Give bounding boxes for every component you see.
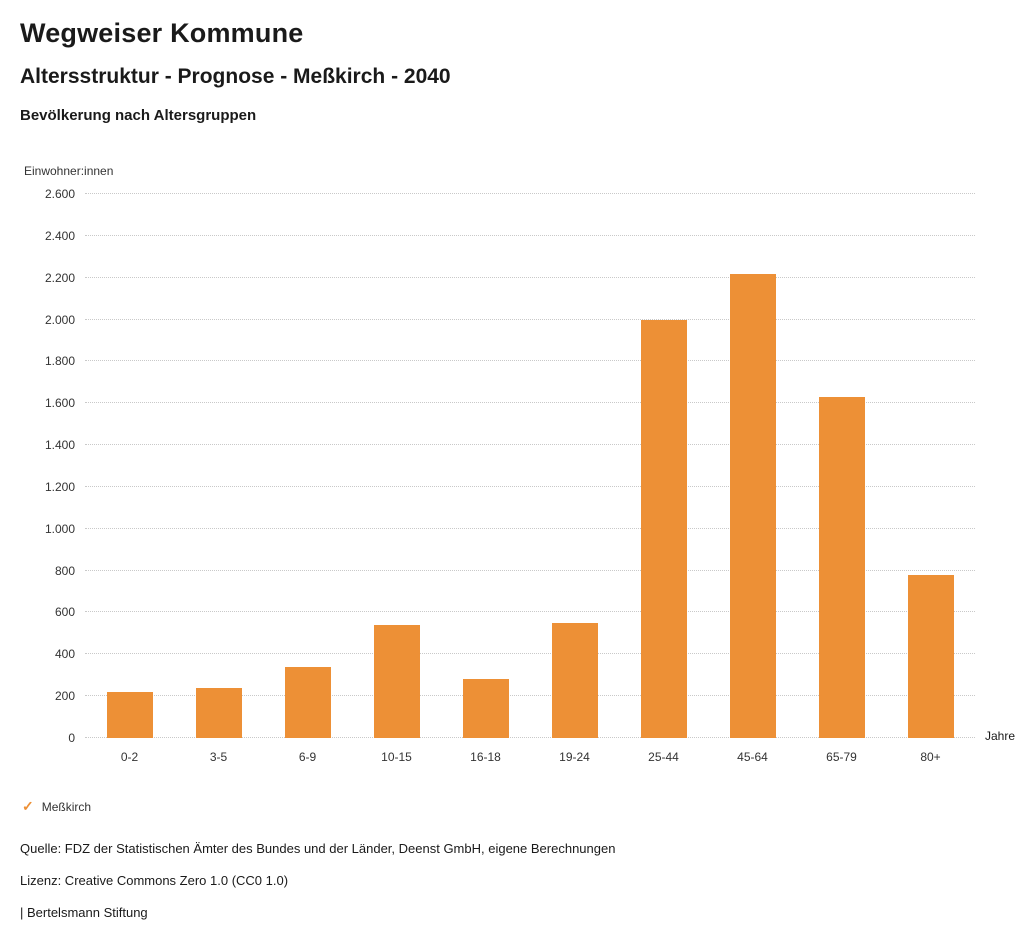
legend-label: Meßkirch xyxy=(41,799,92,814)
bar-column xyxy=(886,194,975,738)
bar-16-18[interactable] xyxy=(462,679,509,738)
x-axis-title: Jahre xyxy=(985,729,1016,743)
x-tick-label: 80+ xyxy=(920,750,941,764)
bar-column xyxy=(263,194,352,738)
bar-3-5[interactable] xyxy=(195,687,242,738)
bar-column xyxy=(530,194,619,738)
y-tick-label: 2.000 xyxy=(44,312,75,327)
y-tick-label: 1.600 xyxy=(44,396,75,411)
gridline xyxy=(85,193,975,194)
bar-65-79[interactable] xyxy=(818,396,865,738)
x-tick-label: 25-44 xyxy=(648,750,679,764)
y-tick-label: 1.200 xyxy=(44,479,75,494)
gridline xyxy=(85,611,975,613)
bar-6-9[interactable] xyxy=(284,666,331,738)
bar-column xyxy=(797,194,886,738)
x-tick-label: 19-24 xyxy=(559,750,590,764)
y-tick-label: 800 xyxy=(54,563,75,578)
y-tick-label: 2.600 xyxy=(44,187,75,201)
x-tick-label: 16-18 xyxy=(470,750,501,764)
bar-80+[interactable] xyxy=(907,574,954,738)
gridline xyxy=(85,737,975,738)
gridline xyxy=(85,276,975,278)
gridline xyxy=(85,360,975,362)
legend[interactable]: ✓ Meßkirch xyxy=(22,798,1004,815)
gridline xyxy=(85,234,975,236)
y-tick-label: 1.800 xyxy=(44,354,75,369)
bar-column xyxy=(619,194,708,738)
bar-25-44[interactable] xyxy=(640,319,687,738)
bar-0-2[interactable] xyxy=(106,691,153,738)
y-tick-label: 2.400 xyxy=(44,228,75,243)
bar-column xyxy=(708,194,797,738)
bars-layer xyxy=(85,194,975,738)
y-tick-label: 1.400 xyxy=(44,438,75,453)
chart-subtitle: Altersstruktur - Prognose - Meßkirch - 2… xyxy=(20,65,451,88)
checkmark-icon: ✓ xyxy=(22,798,34,814)
gridline xyxy=(85,527,975,529)
footer: Quelle: FDZ der Statistischen Ämter des … xyxy=(20,841,1004,920)
y-tick-label: 2.200 xyxy=(44,270,75,285)
y-tick-label: 1.000 xyxy=(44,521,75,536)
x-tick-label: 6-9 xyxy=(298,750,317,764)
y-tick-label: 600 xyxy=(54,605,75,620)
gridline xyxy=(85,485,975,487)
chart-section-title: Bevölkerung nach Altersgruppen xyxy=(20,107,257,124)
x-tick-label: 0-2 xyxy=(120,750,139,764)
bar-10-15[interactable] xyxy=(373,625,420,738)
gridline xyxy=(85,444,975,446)
brand-text: | Bertelsmann Stiftung xyxy=(20,905,148,920)
source-text: Quelle: FDZ der Statistischen Ämter des … xyxy=(20,841,616,856)
bar-column xyxy=(352,194,441,738)
license-text: Lizenz: Creative Commons Zero 1.0 (CC0 1… xyxy=(20,873,289,888)
x-tick-label: 10-15 xyxy=(381,750,412,764)
gridline xyxy=(85,653,975,655)
x-tick-label: 3-5 xyxy=(209,750,228,764)
gridline xyxy=(85,402,975,404)
bar-19-24[interactable] xyxy=(551,622,598,738)
bar-column xyxy=(85,194,174,738)
y-tick-label: 400 xyxy=(54,647,75,662)
bar-column xyxy=(441,194,530,738)
y-tick-label: 200 xyxy=(54,689,75,704)
plot-area: 0 200 400 600 800 1.000 1.200 1.400 1.600 1.800 2.… xyxy=(45,187,1015,745)
x-tick-label: 45-64 xyxy=(737,750,768,764)
x-axis-labels: 0-2 3-5 6-9 10-15 16-18 19-24 25-44 45-64 65-79 8… xyxy=(85,750,975,764)
y-tick-label: 0 xyxy=(68,731,75,745)
bar-45-64[interactable] xyxy=(729,273,776,738)
x-tick-label: 65-79 xyxy=(826,750,857,764)
page-title: Wegweiser Kommune xyxy=(20,18,304,48)
gridline xyxy=(85,318,975,320)
bar-column xyxy=(174,194,263,738)
gridline xyxy=(85,569,975,571)
y-axis-title: Einwohner:innen xyxy=(24,164,114,178)
gridline xyxy=(85,695,975,697)
